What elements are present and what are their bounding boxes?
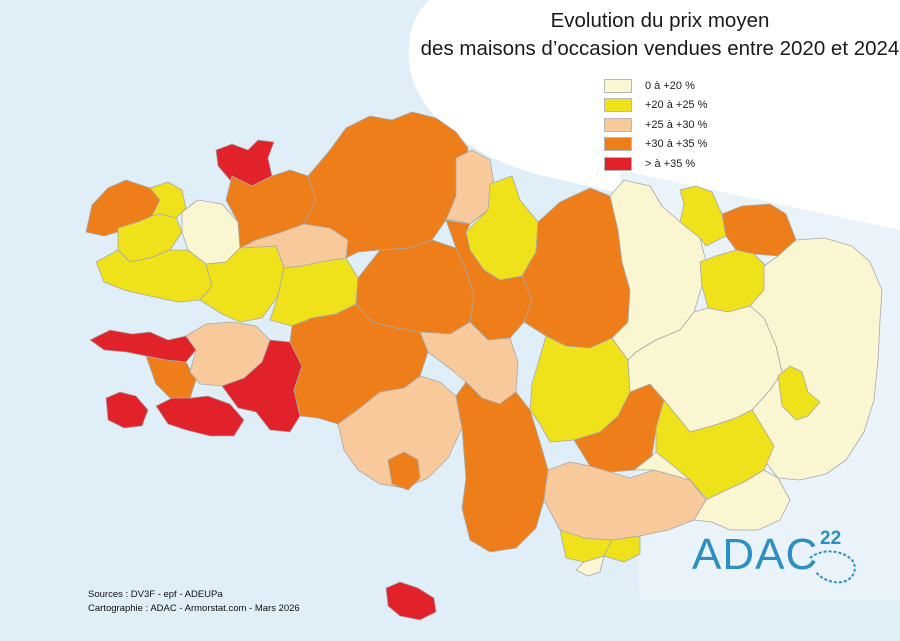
credits: Sources : DV3F - epf - ADEUPa Cartograph… (88, 588, 300, 616)
cartography-text: Cartographie : ADAC - Armorstat.com - Ma… (88, 603, 300, 614)
map-title-line1: Evolution du prix moyen (550, 9, 770, 32)
title-backdrop (408, 0, 900, 245)
territory-27 (573, 383, 665, 473)
territory-41 (575, 555, 605, 577)
sources-text: Sources : DV3F - epf - ADEUPa (88, 589, 223, 600)
legend-item: +25 à +30 % (604, 115, 707, 135)
territory-25 (387, 451, 421, 491)
territory-39 (633, 451, 691, 481)
legend-item: 0 à +20 % (604, 76, 707, 96)
legend-swatch (604, 117, 632, 132)
territory-3 (215, 139, 275, 187)
logo-number: 22 (820, 528, 842, 549)
territory-32 (679, 185, 727, 247)
legend-label: +20 à +25 % (645, 99, 708, 112)
legend-item: +20 à +25 % (604, 96, 707, 116)
legend-swatch (604, 137, 632, 152)
legend-swatch (604, 98, 632, 113)
legend-item: +30 à +35 % (604, 135, 707, 155)
territory-14 (155, 395, 245, 437)
territory-30 (603, 535, 641, 563)
legend-swatch (604, 156, 632, 171)
territory-11 (145, 355, 197, 399)
legend-label: +30 à +35 % (645, 138, 708, 151)
territory-42 (105, 391, 149, 429)
territory-43 (385, 581, 437, 621)
map-title-line2: des maisons d’occasion vendues entre 202… (420, 37, 900, 60)
legend-swatch (604, 78, 632, 93)
logo-mark-icon (809, 550, 856, 584)
legend: 0 à +20 % +20 à +25 % +25 à +30 % +30 à … (604, 76, 707, 174)
legend-label: 0 à +20 % (645, 79, 695, 92)
legend-label: +25 à +30 % (645, 118, 708, 131)
logo-text: ADAC (692, 530, 819, 579)
territory-40 (693, 469, 791, 531)
territory-18 (445, 149, 495, 225)
adac-logo: ADAC 22 (692, 528, 862, 590)
territory-37 (777, 365, 821, 421)
legend-item: > à +35 % (604, 154, 707, 174)
legend-label: > à +35 % (645, 157, 696, 170)
